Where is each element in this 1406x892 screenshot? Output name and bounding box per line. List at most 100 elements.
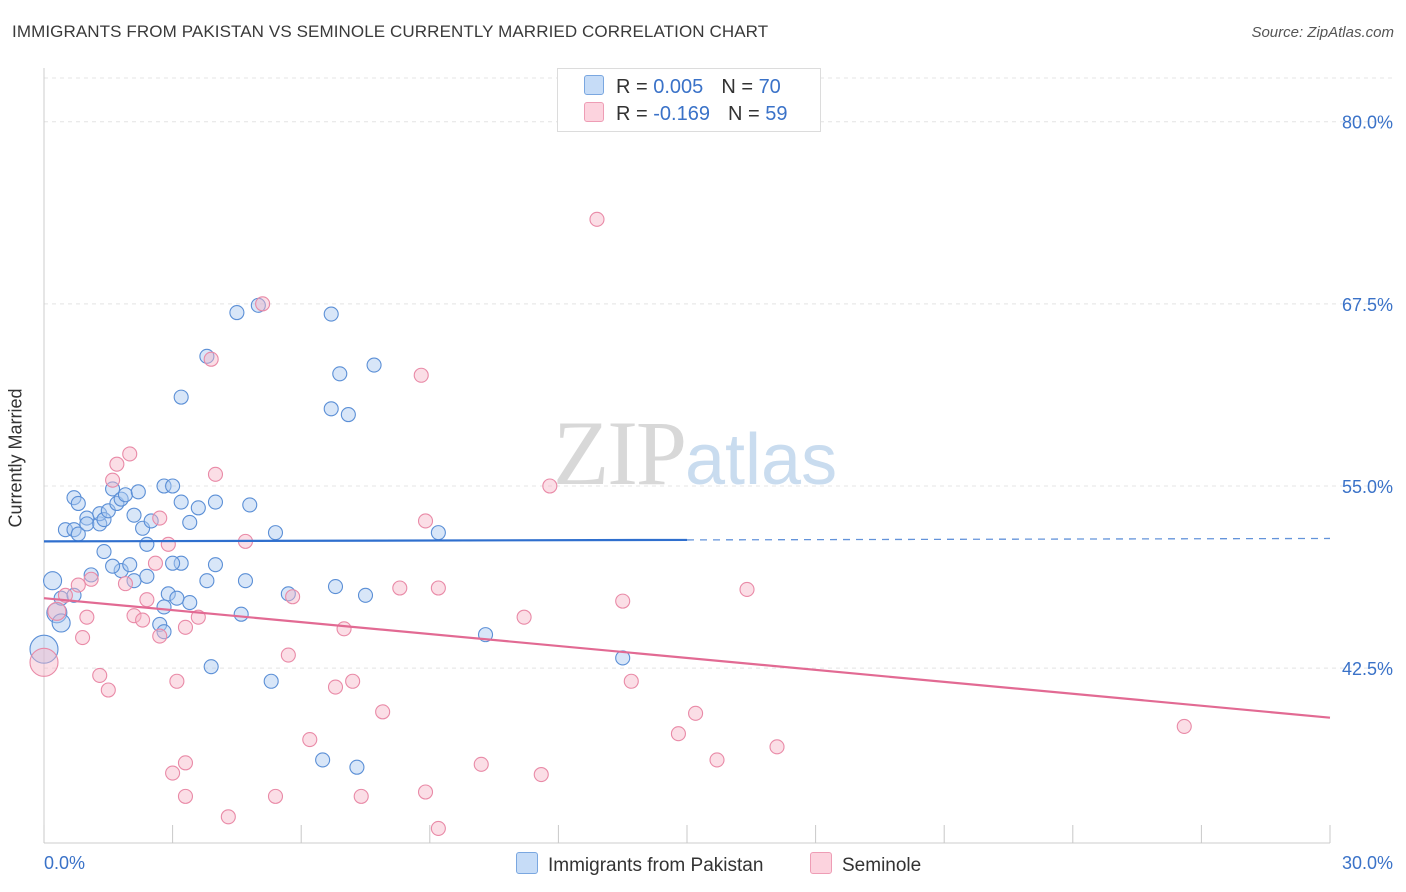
source-credit: Source: ZipAtlas.com	[1251, 24, 1394, 41]
trend-line-pakistan	[43, 538, 688, 543]
chart-title: IMMIGRANTS FROM PAKISTAN VS SEMINOLE CUR…	[12, 22, 769, 41]
data-point-seminole	[589, 211, 605, 227]
data-point-seminole	[285, 589, 301, 605]
data-point-pakistan	[203, 659, 219, 675]
data-point-seminole	[327, 679, 344, 695]
data-point-pakistan	[105, 481, 121, 497]
data-point-seminole	[177, 788, 194, 804]
data-point-pakistan	[156, 599, 172, 615]
data-point-pakistan	[130, 484, 146, 500]
bottom-legend-label-pakistan: Immigrants from Pakistan	[548, 855, 764, 876]
x-tick-label-max: 30.0%	[1342, 853, 1393, 873]
data-point-pakistan	[323, 306, 339, 322]
data-point-pakistan	[66, 522, 82, 538]
stats-legend: R = 0.005 N = 70 R = -0.169 N = 59	[557, 68, 821, 132]
data-point-pakistan	[430, 525, 446, 541]
data-point-seminole	[392, 580, 408, 596]
data-point-seminole	[105, 472, 121, 488]
data-point-seminole	[670, 726, 686, 742]
data-point-pakistan	[182, 595, 198, 611]
watermark: ZIPatlas	[553, 400, 837, 506]
legend-row-seminole: R = -0.169 N = 59	[584, 102, 787, 126]
data-point-seminole	[280, 647, 296, 663]
data-point-pakistan	[207, 494, 224, 510]
data-point-pakistan	[117, 487, 133, 503]
y-tick-label: 67.5%	[1342, 295, 1393, 315]
data-point-seminole	[345, 673, 361, 689]
data-point-seminole	[709, 752, 725, 768]
data-point-seminole	[47, 601, 67, 621]
data-point-pakistan	[173, 555, 189, 571]
trend-line-seminole	[43, 597, 1331, 719]
data-point-seminole	[169, 673, 185, 689]
x-tick-label-min: 0.0%	[44, 853, 85, 873]
data-point-seminole	[92, 667, 108, 683]
data-point-pakistan	[233, 606, 249, 622]
data-point-seminole	[160, 536, 176, 552]
data-point-pakistan	[207, 557, 224, 573]
data-point-seminole	[413, 367, 429, 383]
bottom-legend-swatch-pakistan	[516, 852, 538, 874]
data-point-seminole	[267, 788, 284, 804]
y-tick-label: 55.0%	[1342, 477, 1393, 497]
data-point-seminole	[75, 629, 91, 646]
data-point-pakistan	[165, 555, 181, 571]
data-point-seminole	[79, 609, 95, 625]
data-point-pakistan	[165, 478, 181, 494]
data-point-pakistan	[96, 544, 112, 560]
legend-swatch-seminole	[584, 102, 604, 122]
data-point-pakistan	[315, 752, 331, 768]
data-point-pakistan	[173, 389, 189, 405]
data-point-pakistan	[169, 590, 185, 606]
data-point-pakistan	[237, 573, 254, 589]
data-point-seminole	[177, 755, 194, 771]
data-point-pakistan	[190, 500, 206, 516]
y-tick-label: 42.5%	[1342, 659, 1393, 679]
data-point-seminole	[430, 580, 446, 596]
data-point-seminole	[615, 593, 631, 609]
data-point-pakistan	[83, 567, 99, 583]
data-point-seminole	[430, 820, 446, 836]
bottom-legend-pakistan: Immigrants from Pakistan	[516, 852, 763, 877]
legend-n-label: N =	[727, 103, 766, 125]
data-point-pakistan	[152, 616, 168, 632]
data-point-seminole	[542, 478, 558, 494]
data-point-seminole	[688, 705, 704, 721]
data-point-pakistan	[323, 401, 339, 417]
data-point-pakistan	[113, 491, 129, 507]
data-point-pakistan	[139, 568, 155, 584]
bottom-legend-label-seminole: Seminole	[842, 855, 922, 876]
data-point-pakistan	[156, 478, 172, 494]
data-point-pakistan	[96, 511, 112, 528]
data-point-seminole	[375, 704, 391, 720]
legend-n-value: 59	[765, 103, 788, 125]
data-point-pakistan	[70, 495, 86, 512]
data-point-seminole	[739, 581, 755, 598]
data-point-pakistan	[51, 613, 71, 633]
data-point-seminole	[109, 456, 125, 472]
data-point-seminole	[220, 809, 236, 825]
legend-r-value: -0.169	[653, 103, 710, 125]
data-point-seminole	[769, 739, 785, 755]
watermark-atlas: atlas	[685, 420, 838, 500]
data-point-seminole	[152, 510, 168, 526]
data-point-seminole	[147, 555, 164, 571]
data-point-seminole	[29, 647, 59, 677]
data-point-seminole	[417, 513, 434, 529]
data-point-pakistan	[173, 494, 189, 510]
data-point-seminole	[122, 446, 138, 462]
data-point-seminole	[152, 628, 168, 644]
data-point-pakistan	[122, 557, 138, 573]
data-point-pakistan	[267, 525, 284, 541]
data-point-pakistan	[357, 587, 374, 603]
legend-r-label: R =	[616, 76, 654, 98]
data-point-pakistan	[327, 578, 344, 595]
data-point-pakistan	[43, 571, 63, 591]
data-point-seminole	[117, 576, 133, 592]
data-point-seminole	[417, 784, 434, 800]
data-point-pakistan	[182, 514, 198, 530]
y-tick-label: 80.0%	[1342, 113, 1393, 133]
data-point-seminole	[255, 296, 271, 312]
legend-n-label: N =	[721, 76, 759, 98]
data-point-pakistan	[156, 624, 172, 640]
